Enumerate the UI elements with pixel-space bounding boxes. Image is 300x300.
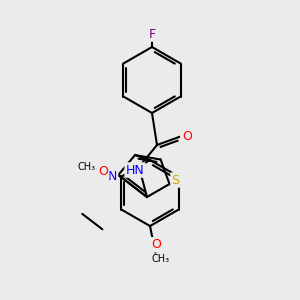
Text: CH₃: CH₃ — [78, 162, 96, 172]
Text: S: S — [172, 173, 179, 187]
Text: N: N — [108, 170, 117, 184]
Text: HN: HN — [126, 164, 144, 176]
Text: CH₃: CH₃ — [152, 254, 170, 264]
Text: O: O — [98, 165, 108, 178]
Text: O: O — [182, 130, 192, 143]
Text: F: F — [148, 28, 156, 40]
Text: O: O — [152, 238, 161, 251]
